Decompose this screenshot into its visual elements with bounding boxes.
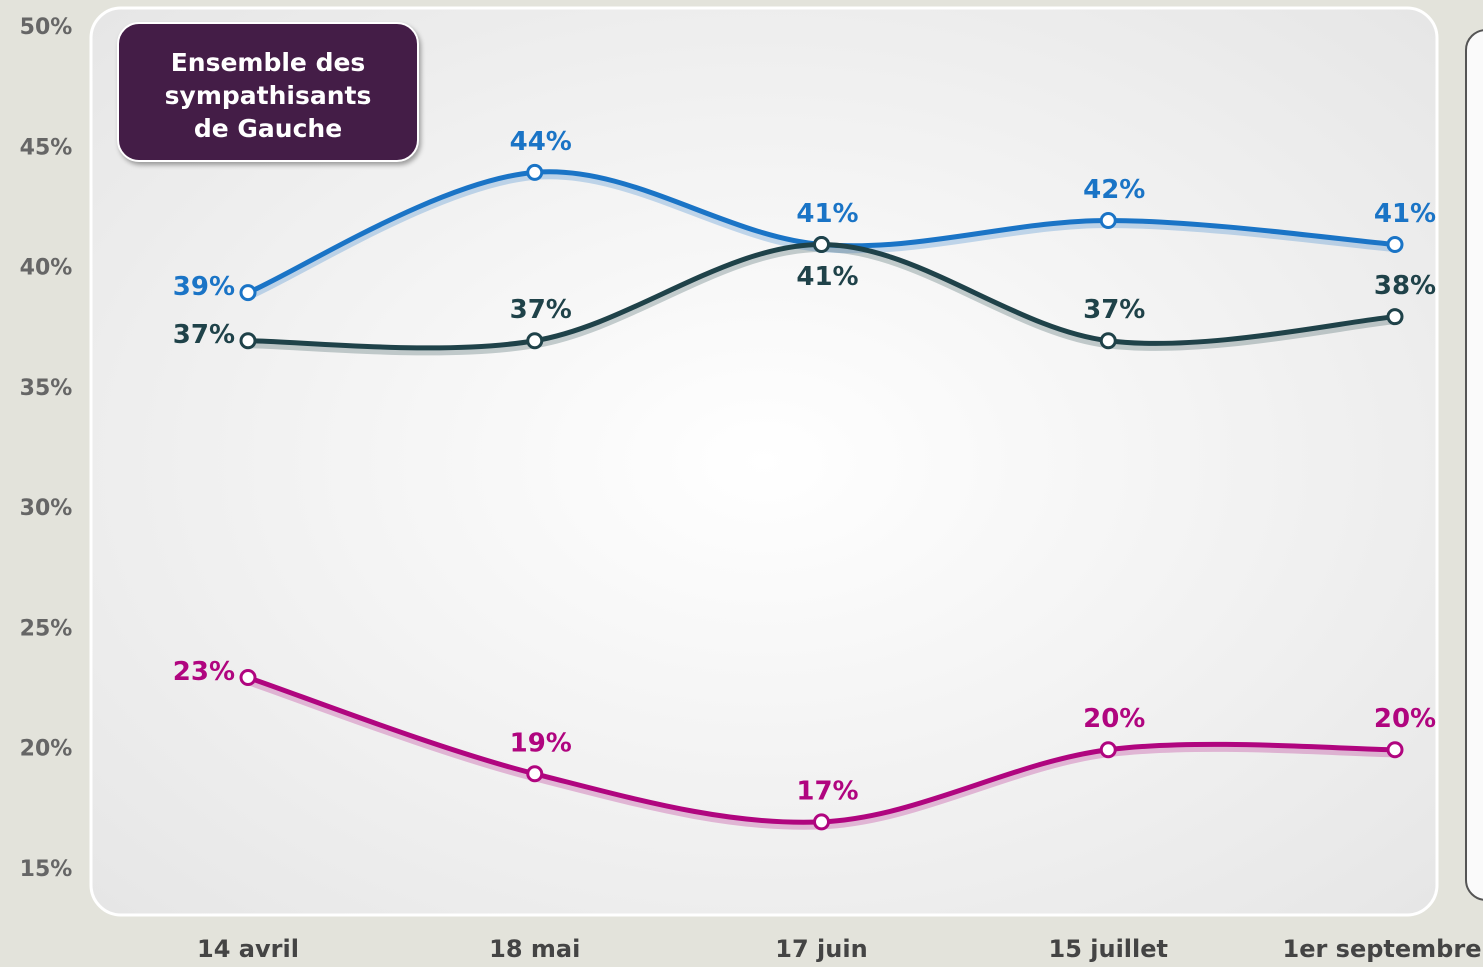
y-tick-label: 30% — [20, 496, 73, 521]
y-tick-label: 50% — [20, 15, 73, 40]
value-label: 17% — [796, 776, 858, 806]
y-tick-label: 20% — [20, 737, 73, 762]
value-label: 41% — [796, 262, 858, 292]
x-tick-label: 14 avril — [197, 935, 299, 963]
value-label: 41% — [796, 199, 858, 229]
x-tick-label: 15 juillet — [1049, 935, 1169, 963]
point — [813, 813, 830, 831]
point — [1099, 332, 1117, 350]
value-label: 20% — [1083, 704, 1145, 734]
y-tick-label: 35% — [20, 376, 73, 401]
x-tick-label: 17 juin — [775, 935, 867, 963]
y-tick-label: 25% — [20, 616, 73, 641]
annotation: Ensemble des sympathisants de Gauche — [117, 22, 419, 162]
point — [526, 332, 544, 350]
y-tick-label: 40% — [20, 256, 73, 281]
value-label: 23% — [173, 657, 235, 687]
point — [239, 284, 257, 302]
point — [239, 669, 257, 687]
point — [526, 163, 544, 181]
x-tick-label: 18 mai — [489, 935, 580, 963]
value-label: 44% — [510, 127, 572, 157]
y-tick-label: 15% — [20, 857, 73, 882]
point — [1099, 741, 1117, 759]
value-label: 42% — [1083, 175, 1145, 205]
point — [239, 332, 257, 350]
plot-panel — [89, 6, 1439, 917]
value-label: 37% — [1083, 295, 1145, 325]
y-tick-label: 45% — [20, 135, 73, 160]
point — [1386, 236, 1404, 254]
value-label: 38% — [1374, 271, 1436, 301]
value-label: 19% — [510, 728, 572, 758]
point — [813, 236, 830, 254]
point — [1099, 211, 1117, 229]
x-tick-label: 1er septembre — [1283, 935, 1482, 963]
value-label: 37% — [173, 320, 235, 350]
value-label: 20% — [1374, 704, 1436, 734]
side-panel — [1465, 29, 1483, 901]
value-label: 41% — [1374, 199, 1436, 229]
value-label: 37% — [510, 295, 572, 325]
point — [1386, 741, 1404, 759]
point — [1386, 308, 1404, 326]
value-label: 39% — [173, 272, 235, 302]
point — [526, 765, 544, 783]
